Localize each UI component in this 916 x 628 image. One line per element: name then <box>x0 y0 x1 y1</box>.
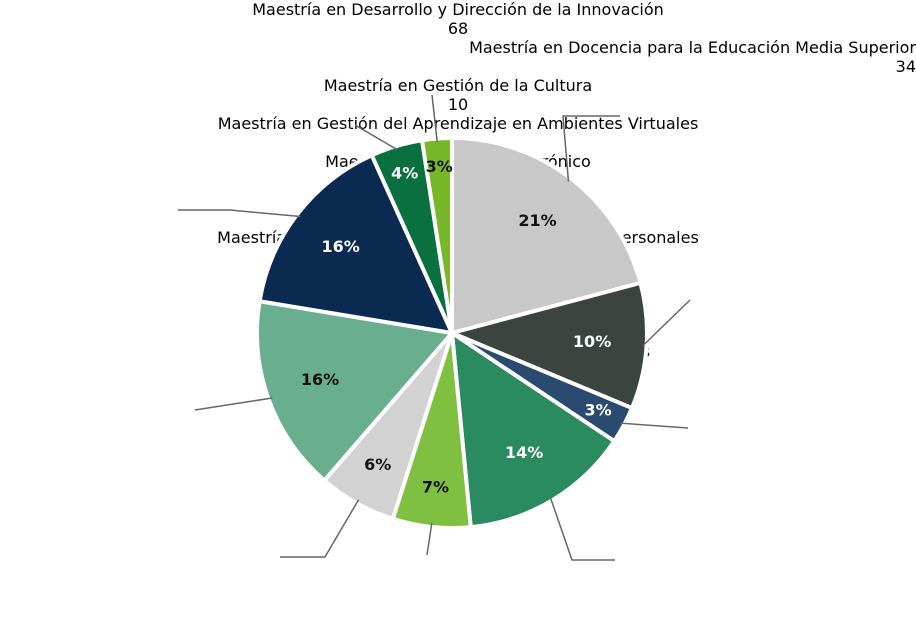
leader-line <box>562 115 620 182</box>
value-label: 68 <box>447 19 469 38</box>
leader-line <box>426 522 433 556</box>
category-label: Maestría en Gestión de la Cultura <box>323 76 593 95</box>
leader-line <box>194 397 273 411</box>
percent-label: 7% <box>422 478 449 497</box>
value-label: 34 <box>895 57 916 76</box>
leader-line <box>549 496 615 561</box>
percent-label: 3% <box>426 157 453 176</box>
pie-slice <box>450 135 643 336</box>
leader-line <box>280 499 360 558</box>
value-label: 10 <box>447 95 469 114</box>
category-label: Maestría en Desarrollo y Dirección de la… <box>252 0 664 19</box>
leader-line <box>431 94 439 143</box>
percent-label: 3% <box>585 401 612 420</box>
percent-label: 4% <box>391 164 418 183</box>
percent-label: 10% <box>573 332 611 351</box>
slice-label: Maestría en Docencia para la Educación M… <box>0 38 916 76</box>
category-label: Maestría en Gestión del Aprendizaje en A… <box>217 114 699 133</box>
leader-line <box>620 422 689 429</box>
percent-label: 21% <box>518 211 556 230</box>
pie-slice <box>445 280 649 411</box>
percent-label: 16% <box>322 237 360 256</box>
percent-label: 6% <box>364 455 391 474</box>
percent-label: 14% <box>505 443 543 462</box>
pie-slice <box>257 152 456 336</box>
pie-slice <box>449 328 618 530</box>
leader-line <box>178 209 301 218</box>
slice-label: Maestría en Gestión de la Cultura 10 <box>0 76 916 114</box>
slice-label: Maestría en Desarrollo y Dirección de la… <box>0 0 916 38</box>
leader-line <box>354 124 398 151</box>
percent-label: 16% <box>301 370 339 389</box>
category-label: Maestría en Docencia para la Educación M… <box>469 38 916 57</box>
leader-line <box>642 299 691 347</box>
